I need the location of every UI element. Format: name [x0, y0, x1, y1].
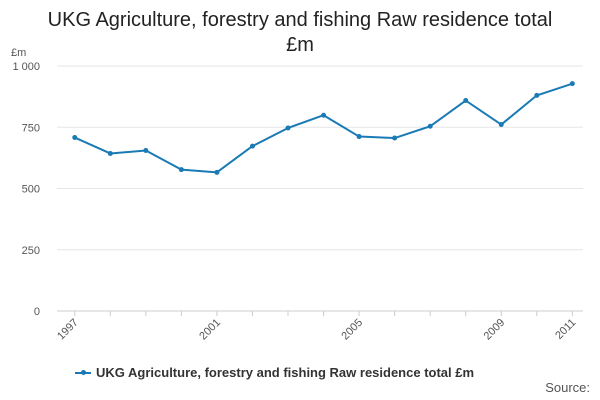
- data-point: [107, 150, 113, 156]
- y-tick-label: 1 000: [12, 61, 40, 73]
- y-axis-label: £m: [11, 47, 26, 59]
- x-tick-label: 2011: [553, 317, 578, 342]
- series-layer: [72, 81, 575, 175]
- chart-title: UKG Agriculture, forestry and fishing Ra…: [47, 9, 553, 56]
- x-tick-label: 1997: [55, 317, 81, 343]
- legend[interactable]: UKG Agriculture, forestry and fishing Ra…: [75, 365, 474, 380]
- y-tick-label: 750: [22, 122, 40, 134]
- data-point: [569, 81, 575, 87]
- y-tick-label: 250: [22, 245, 40, 257]
- legend-label: UKG Agriculture, forestry and fishing Ra…: [96, 365, 475, 380]
- data-point: [249, 143, 255, 149]
- x-tick-label: 2009: [482, 317, 508, 343]
- y-tick-label: 500: [22, 184, 40, 196]
- data-point: [214, 169, 220, 175]
- data-point: [427, 123, 433, 129]
- source-label[interactable]: Source:: [545, 380, 590, 395]
- axes: 0 250 500 750 1 000 £m 1997 2001 2005 2009 2011: [11, 47, 578, 342]
- x-tick-label: 2001: [197, 317, 223, 343]
- x-tick-label: 2005: [339, 317, 365, 343]
- legend-marker-icon: [75, 367, 91, 379]
- data-point: [392, 135, 398, 141]
- data-point: [356, 134, 362, 140]
- data-point: [285, 125, 291, 131]
- data-point: [72, 135, 78, 141]
- data-point: [534, 92, 540, 98]
- data-point: [463, 98, 469, 104]
- y-tick-label: 0: [34, 306, 40, 318]
- data-point: [321, 112, 327, 118]
- data-point: [498, 122, 504, 128]
- series-line: [74, 82, 573, 174]
- data-point: [143, 148, 149, 154]
- data-point: [178, 167, 184, 173]
- gridlines: [57, 65, 583, 312]
